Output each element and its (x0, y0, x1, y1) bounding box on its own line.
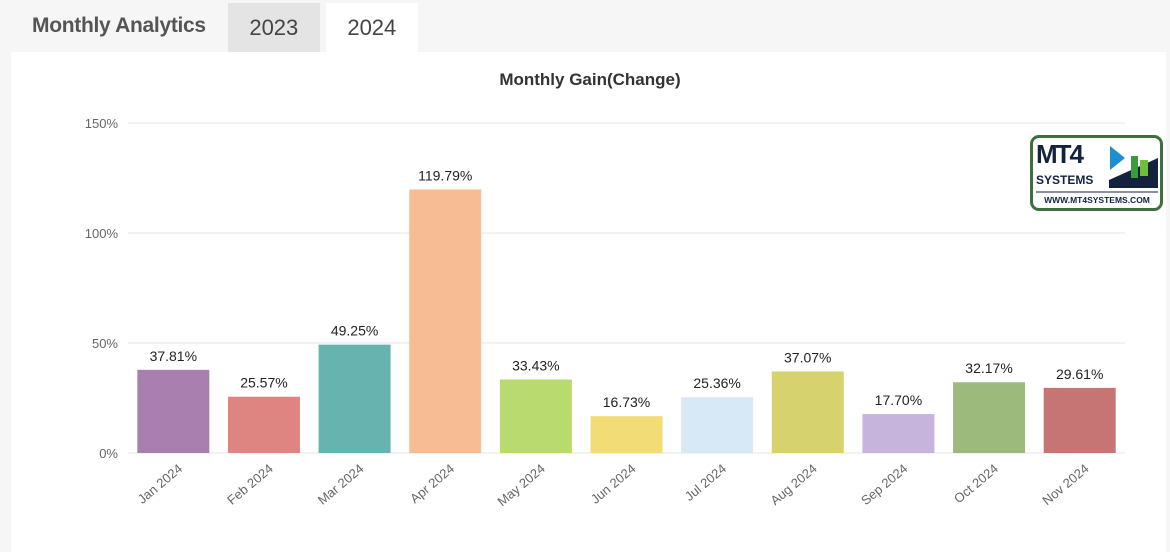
data-label: 37.07% (784, 349, 831, 365)
x-tick-label: Mar 2024 (315, 461, 367, 508)
logo-sub: SYSTEMS (1036, 173, 1093, 187)
tab-2023[interactable]: 2023 (227, 3, 320, 52)
x-tick-label: Apr 2024 (407, 461, 457, 506)
logo-text: MT4 (1036, 139, 1085, 169)
tab-bar: Monthly Analytics 2023 2024 (10, 0, 418, 52)
data-label: 32.17% (965, 360, 1012, 376)
section-title: Monthly Analytics (32, 14, 206, 37)
data-label: 119.79% (418, 167, 472, 183)
bar[interactable] (681, 397, 754, 453)
data-label: 25.36% (693, 375, 740, 391)
bar[interactable] (318, 344, 391, 453)
x-tick-label: Sep 2024 (858, 461, 910, 508)
logo-bar-icon (1131, 156, 1138, 178)
data-label: 33.43% (512, 357, 559, 373)
x-tick-label: Feb 2024 (224, 461, 276, 508)
bar-chart: Monthly Gain(Change) 0% 50% 100% 150% 37.81%… (85, 70, 1125, 509)
x-tick-label: Jan 2024 (135, 461, 186, 507)
x-tick-label: Jul 2024 (682, 461, 729, 504)
y-tick-label: 50% (92, 336, 118, 351)
chart-title: Monthly Gain(Change) (499, 70, 680, 89)
data-label: 17.70% (875, 392, 922, 408)
y-tick-label: 100% (85, 226, 119, 241)
logo-url: WWW.MT4SYSTEMS.COM (1044, 195, 1150, 205)
x-tick-label: May 2024 (494, 461, 547, 509)
data-label: 49.25% (331, 323, 378, 339)
chart-panel (11, 52, 1166, 552)
bar[interactable] (1043, 387, 1116, 453)
bar[interactable] (953, 382, 1026, 453)
bar[interactable] (771, 371, 844, 453)
logo-bar-icon (1140, 160, 1148, 176)
bar[interactable] (227, 396, 300, 453)
bar[interactable] (137, 369, 210, 453)
data-label: 16.73% (603, 394, 650, 410)
data-label: 37.81% (150, 348, 197, 364)
bar[interactable] (590, 416, 663, 453)
bar[interactable] (862, 414, 935, 453)
x-tick-label: Aug 2024 (767, 461, 819, 508)
logo-arrow-icon (1110, 146, 1125, 170)
logo-graphic: MT4 SYSTEMS WWW.MT4SYSTEMS.COM (1036, 139, 1158, 205)
x-tick-label: Jun 2024 (588, 461, 639, 507)
x-tick-label: Oct 2024 (951, 461, 1001, 506)
bar[interactable] (499, 379, 572, 453)
bar[interactable] (409, 189, 482, 453)
y-tick-label: 0% (99, 446, 118, 461)
data-label: 25.57% (240, 375, 287, 391)
mt4-systems-logo: MT4 SYSTEMS WWW.MT4SYSTEMS.COM (1030, 135, 1163, 211)
x-tick-label: Nov 2024 (1039, 461, 1091, 508)
tab-2024[interactable]: 2024 (325, 3, 418, 52)
data-label: 29.61% (1056, 366, 1103, 382)
y-tick-label: 150% (85, 116, 119, 131)
